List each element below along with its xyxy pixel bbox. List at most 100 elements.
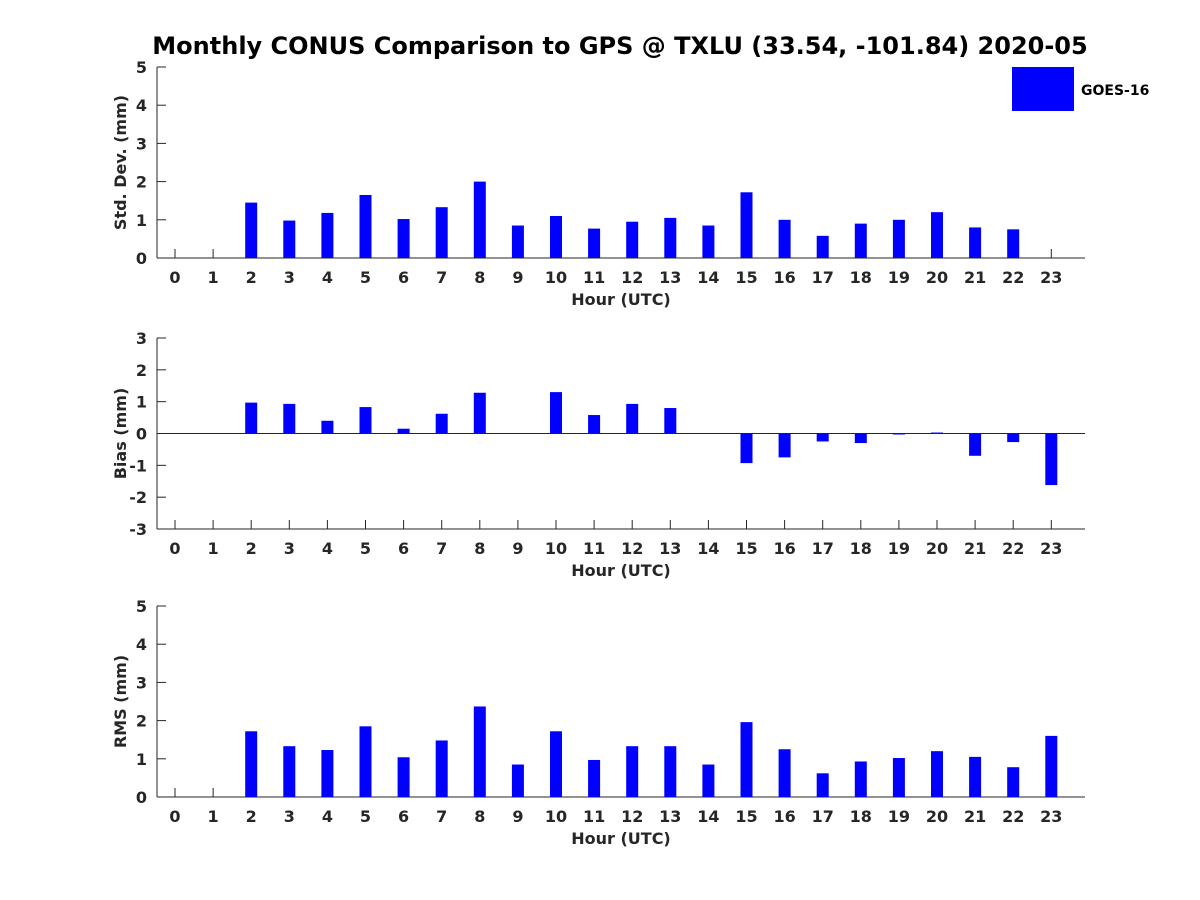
rms-bar-hour-9 bbox=[511, 764, 524, 797]
stddev-y-tick-label: 2 bbox=[136, 173, 147, 192]
rms-bar-hour-5 bbox=[359, 726, 372, 797]
rms-x-tick-label: 23 bbox=[1040, 807, 1062, 826]
rms-y-tick-label: 1 bbox=[136, 750, 147, 769]
bias-x-tick-label: 15 bbox=[735, 539, 757, 558]
bias-x-tick-label: 2 bbox=[246, 539, 257, 558]
bias-x-tick-label: 3 bbox=[284, 539, 295, 558]
legend-swatch-goes-16 bbox=[1012, 67, 1074, 111]
bias-y-tick-label: 1 bbox=[136, 393, 147, 412]
rms-bar-hour-18 bbox=[854, 761, 867, 797]
rms-bar-hour-14 bbox=[702, 764, 715, 797]
stddev-x-tick-label: 19 bbox=[888, 268, 910, 287]
bias-y-tick-label: -2 bbox=[129, 488, 147, 507]
bias-bar-hour-7 bbox=[435, 413, 448, 434]
stddev-bar-hour-5 bbox=[359, 194, 372, 258]
rms-x-tick-label: 7 bbox=[436, 807, 447, 826]
stddev-bar-hour-16 bbox=[778, 219, 791, 258]
bias-y-tick-label: 0 bbox=[136, 425, 147, 444]
rms-x-tick-label: 8 bbox=[474, 807, 485, 826]
stddev-x-tick-label: 5 bbox=[360, 268, 371, 287]
bias-y-axis-label: Bias (mm) bbox=[111, 388, 130, 480]
bias-x-tick-label: 7 bbox=[436, 539, 447, 558]
stddev-x-tick-label: 4 bbox=[322, 268, 333, 287]
stddev-x-tick-label: 1 bbox=[208, 268, 219, 287]
stddev-y-axis-label: Std. Dev. (mm) bbox=[111, 95, 130, 230]
bias-bar-hour-6 bbox=[397, 428, 410, 434]
stddev-x-tick-label: 9 bbox=[512, 268, 523, 287]
bias-x-tick-label: 18 bbox=[850, 539, 872, 558]
stddev-x-tick-label: 14 bbox=[697, 268, 719, 287]
rms-bar-hour-6 bbox=[397, 757, 410, 797]
legend-label-goes-16: GOES-16 bbox=[1081, 83, 1149, 99]
rms-bar-hour-19 bbox=[892, 758, 905, 797]
bias-x-tick-label: 17 bbox=[812, 539, 834, 558]
stddev-bar-hour-10 bbox=[550, 215, 562, 258]
bias-y-tick-label: 3 bbox=[136, 329, 147, 348]
bias-bar-hour-18 bbox=[854, 433, 867, 444]
rms-x-tick-label: 4 bbox=[322, 807, 333, 826]
stddev-x-tick-label: 18 bbox=[850, 268, 872, 287]
stddev-x-tick-label: 2 bbox=[246, 268, 257, 287]
stddev-x-tick-label: 11 bbox=[583, 268, 605, 287]
stddev-y-tick-label: 1 bbox=[136, 211, 147, 230]
bias-bar-hour-16 bbox=[778, 433, 791, 458]
stddev-bar-hour-12 bbox=[626, 221, 639, 258]
bias-bar-hour-21 bbox=[969, 433, 982, 456]
stddev-bar-hour-15 bbox=[740, 192, 753, 258]
rms-bar-hour-21 bbox=[969, 756, 982, 797]
rms-bar-hour-12 bbox=[626, 746, 639, 797]
bias-bar-hour-13 bbox=[664, 408, 677, 434]
bias-x-tick-label: 23 bbox=[1040, 539, 1062, 558]
bias-x-tick-label: 14 bbox=[697, 539, 719, 558]
rms-bar-hour-23 bbox=[1045, 735, 1058, 797]
bias-x-tick-label: 8 bbox=[474, 539, 485, 558]
rms-x-tick-label: 18 bbox=[850, 807, 872, 826]
stddev-bar-hour-22 bbox=[1007, 229, 1020, 258]
rms-bar-hour-11 bbox=[588, 759, 601, 797]
bias-bar-hour-23 bbox=[1045, 433, 1058, 486]
stddev-y-tick-label: 0 bbox=[136, 249, 147, 268]
bias-bar-hour-22 bbox=[1007, 433, 1020, 443]
stddev-bar-hour-17 bbox=[816, 235, 829, 258]
bias-x-tick-label: 4 bbox=[322, 539, 333, 558]
rms-y-tick-label: 3 bbox=[136, 673, 147, 692]
stddev-x-tick-label: 13 bbox=[659, 268, 681, 287]
rms-x-tick-label: 3 bbox=[284, 807, 295, 826]
stddev-x-tick-label: 22 bbox=[1002, 268, 1024, 287]
stddev-x-tick-label: 15 bbox=[735, 268, 757, 287]
stddev-y-tick-label: 5 bbox=[136, 58, 147, 77]
rms-y-tick-label: 2 bbox=[136, 712, 147, 731]
rms-x-tick-label: 11 bbox=[583, 807, 605, 826]
stddev-x-tick-label: 12 bbox=[621, 268, 643, 287]
rms-bar-hour-15 bbox=[740, 722, 753, 797]
bias-bar-hour-3 bbox=[283, 403, 296, 434]
bias-bar-hour-5 bbox=[359, 407, 372, 434]
stddev-bar-hour-21 bbox=[969, 227, 982, 258]
rms-x-tick-label: 13 bbox=[659, 807, 681, 826]
stddev-x-tick-label: 17 bbox=[812, 268, 834, 287]
rms-x-tick-label: 21 bbox=[964, 807, 986, 826]
bias-bar-hour-2 bbox=[245, 402, 258, 434]
rms-bar-hour-20 bbox=[931, 751, 943, 797]
stddev-bar-hour-7 bbox=[435, 207, 448, 258]
rms-x-tick-label: 22 bbox=[1002, 807, 1024, 826]
rms-y-tick-label: 5 bbox=[136, 597, 147, 616]
rms-y-tick-label: 4 bbox=[136, 635, 147, 654]
bias-bar-hour-12 bbox=[626, 403, 639, 434]
rms-x-tick-label: 0 bbox=[169, 807, 180, 826]
bias-bar-hour-20 bbox=[931, 432, 943, 434]
rms-x-tick-label: 14 bbox=[697, 807, 719, 826]
bias-x-tick-label: 16 bbox=[773, 539, 795, 558]
rms-bar-hour-22 bbox=[1007, 767, 1020, 797]
bias-x-tick-label: 12 bbox=[621, 539, 643, 558]
rms-bar-hour-7 bbox=[435, 740, 448, 797]
rms-x-tick-label: 16 bbox=[773, 807, 795, 826]
bias-bar-hour-11 bbox=[588, 415, 601, 434]
rms-y-tick-label: 0 bbox=[136, 788, 147, 807]
rms-bar-hour-3 bbox=[283, 746, 296, 797]
rms-x-tick-label: 20 bbox=[926, 807, 948, 826]
stddev-bar-hour-20 bbox=[931, 212, 943, 258]
bias-x-tick-label: 9 bbox=[512, 539, 523, 558]
